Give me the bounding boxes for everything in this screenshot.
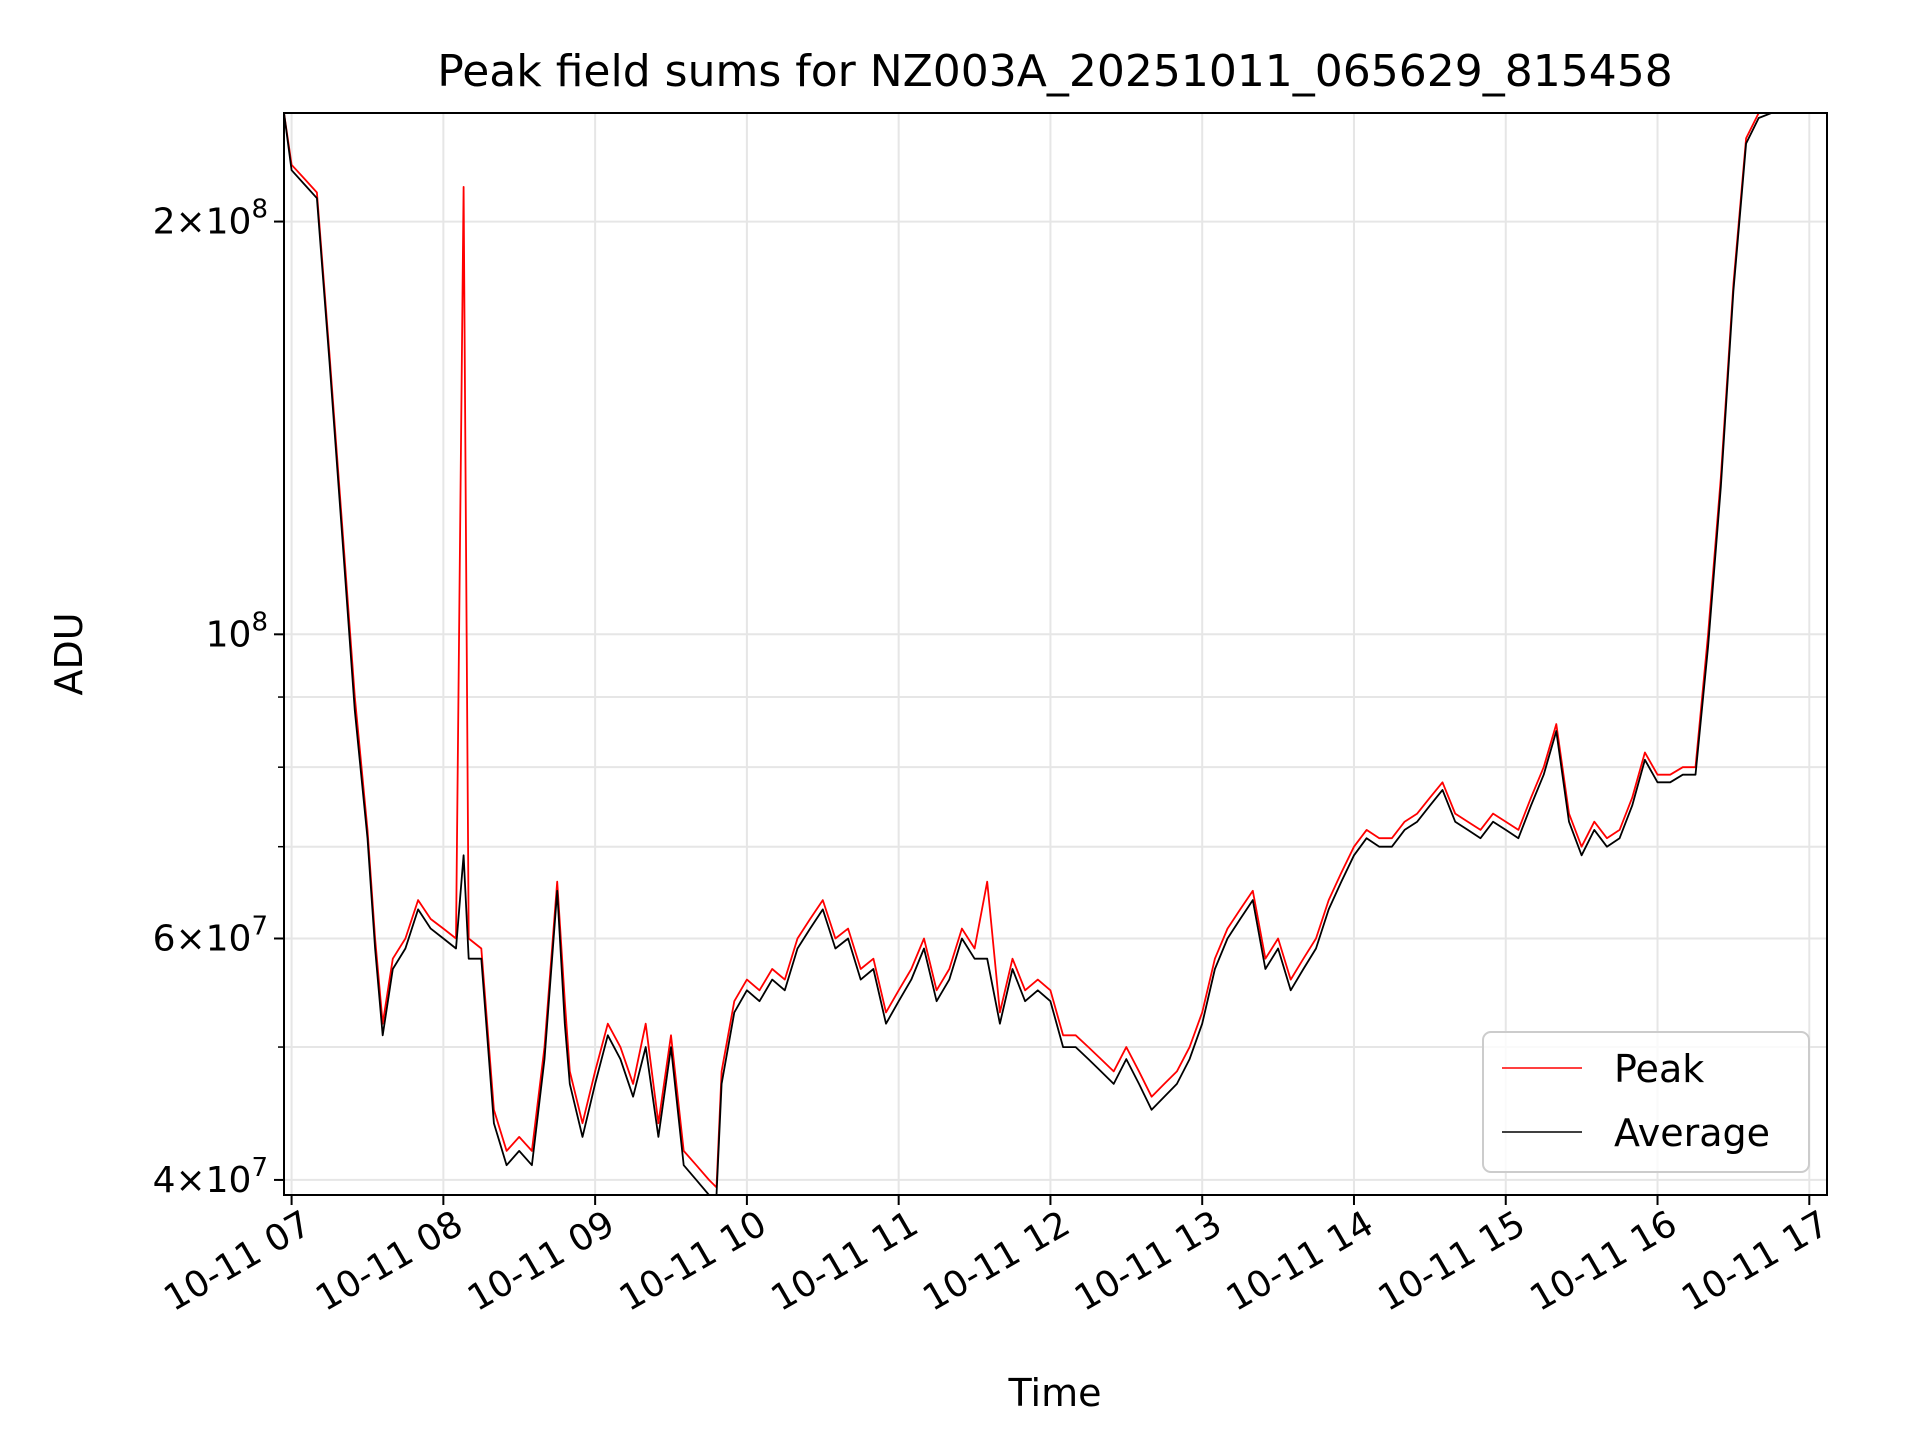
- legend-label-peak: Peak: [1614, 1047, 1704, 1091]
- series-line-average: [284, 113, 1772, 1195]
- plot-frame: [283, 112, 1828, 1196]
- x-axis-label: Time: [1008, 1371, 1102, 1415]
- y-axis-label: ADU: [47, 612, 91, 695]
- y-tick-label: 108: [206, 607, 268, 655]
- series-line-peak: [284, 113, 1772, 1189]
- legend-box: [1482, 1031, 1810, 1173]
- legend: Peak Average: [1482, 1031, 1810, 1173]
- series-group: [284, 113, 1772, 1195]
- y-tick-label: 6×107: [153, 911, 268, 959]
- chart-title: Peak field sums for NZ003A_20251011_0656…: [437, 46, 1672, 97]
- y-tick-label: 4×107: [153, 1153, 268, 1201]
- y-ticks: 4×107 6×107 108 2×108: [153, 195, 284, 1201]
- grid: [284, 113, 1827, 1195]
- legend-label-average: Average: [1614, 1111, 1770, 1155]
- y-tick-label: 2×108: [153, 195, 268, 243]
